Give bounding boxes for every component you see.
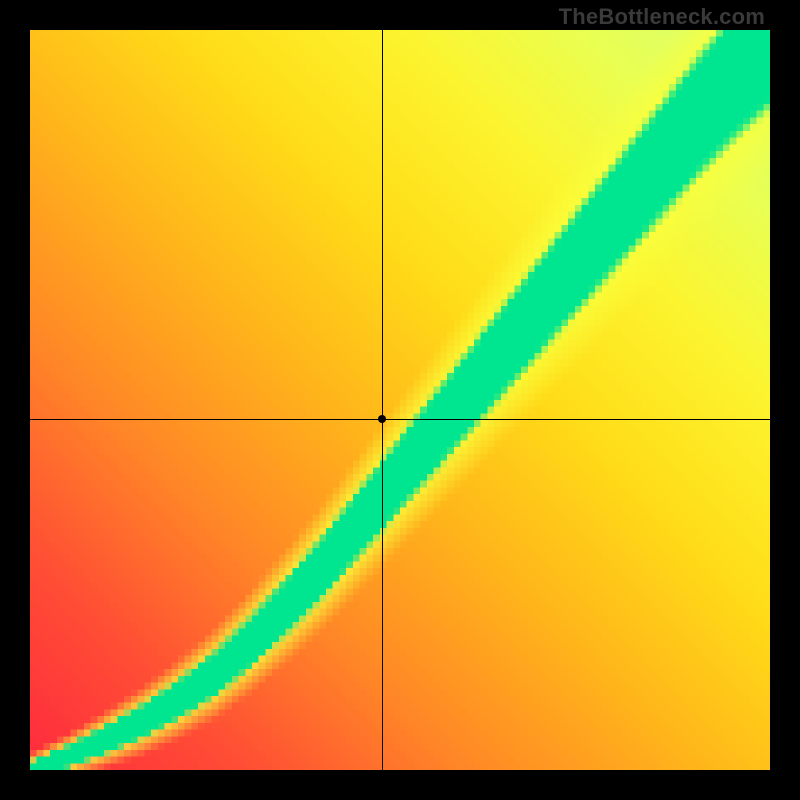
- chart-container: TheBottleneck.com: [0, 0, 800, 800]
- heatmap-canvas: [30, 30, 770, 770]
- crosshair-dot: [378, 415, 386, 423]
- crosshair-vertical: [382, 30, 383, 770]
- crosshair-horizontal: [30, 419, 770, 420]
- watermark-text: TheBottleneck.com: [559, 4, 765, 30]
